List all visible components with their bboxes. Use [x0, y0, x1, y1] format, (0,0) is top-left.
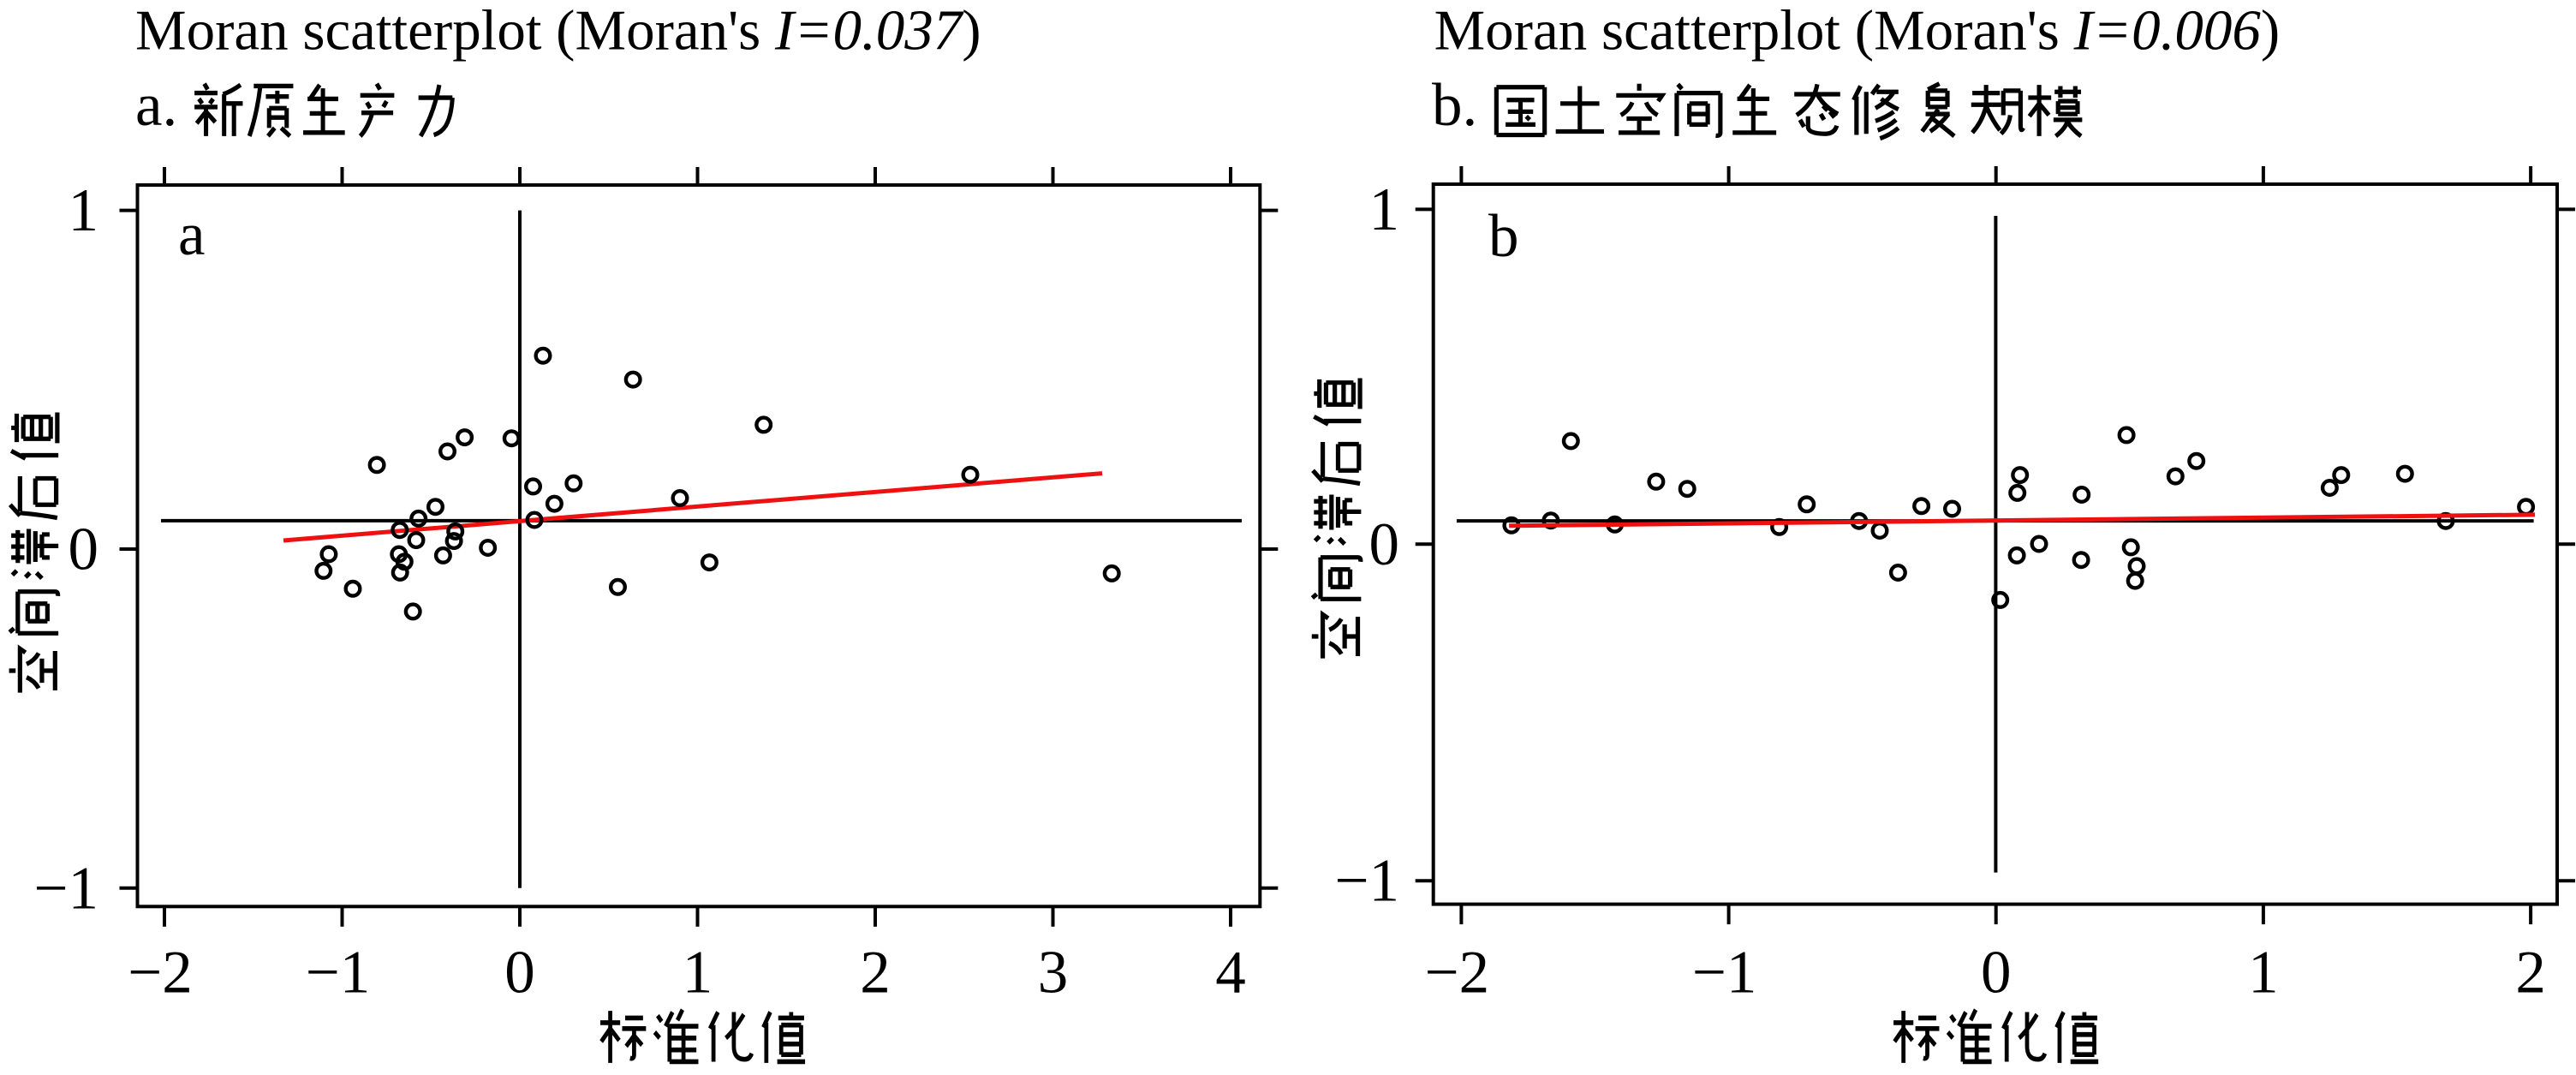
svg-text:b: b	[1488, 203, 1519, 270]
svg-text:1: 1	[2248, 939, 2279, 1006]
svg-text:1: 1	[683, 939, 713, 1006]
svg-text:0: 0	[69, 517, 99, 583]
svg-text:3: 3	[1038, 939, 1069, 1006]
svg-text:−2: −2	[128, 939, 193, 1006]
svg-text:−1: −1	[1692, 939, 1757, 1006]
svg-text:−1: −1	[1334, 848, 1399, 915]
svg-text:−2: −2	[1425, 939, 1490, 1006]
svg-text:Moran scatterplot (Moran's I=0: Moran scatterplot (Moran's I=0.037)	[135, 0, 981, 63]
svg-text:a: a	[178, 201, 206, 268]
svg-text:1: 1	[69, 177, 99, 244]
svg-text:0: 0	[504, 939, 535, 1006]
svg-text:2: 2	[2515, 939, 2546, 1006]
svg-text:a.: a.	[135, 72, 177, 139]
svg-text:b.: b.	[1432, 72, 1477, 139]
svg-text:2: 2	[860, 939, 891, 1006]
svg-text:−1: −1	[306, 939, 371, 1006]
svg-text:1: 1	[1369, 176, 1400, 243]
svg-text:0: 0	[1369, 511, 1400, 578]
svg-text:−1: −1	[33, 855, 98, 922]
svg-text:Moran scatterplot (Moran's I=0: Moran scatterplot (Moran's I=0.006)	[1434, 0, 2281, 63]
svg-text:4: 4	[1215, 939, 1246, 1006]
svg-text:0: 0	[1981, 939, 2012, 1006]
